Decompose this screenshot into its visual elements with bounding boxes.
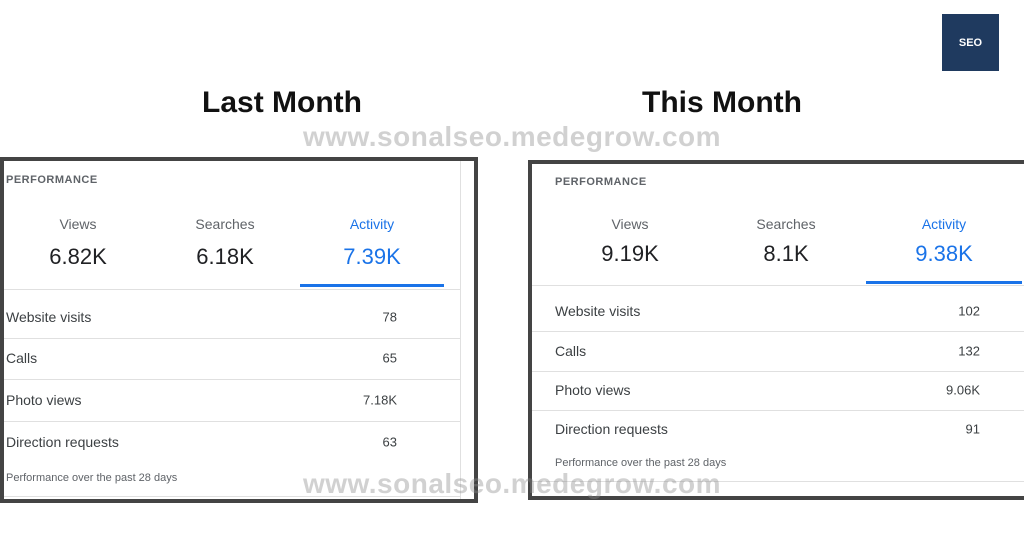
row-label: Photo views [555,382,631,398]
row-label: Direction requests [6,434,119,450]
row-value: 65 [382,350,397,366]
divider [532,481,1024,482]
row-divider [4,421,460,422]
watermark: www.sonalseo.medegrow.com [302,121,722,152]
panel-edge [460,161,461,499]
row-value: 91 [965,421,980,437]
tab-label[interactable]: Activity [349,216,395,232]
divider [4,496,460,497]
tab-value[interactable]: 8.1K [763,241,809,266]
performance-panel: PERFORMANCE Views 6.82K Searches 6.18K Activi… [0,157,478,503]
row-label: Website visits [555,303,641,319]
row-value: 9.06K [946,382,980,398]
panel-footer: Performance over the past 28 days [6,472,178,484]
active-tab-indicator [300,284,444,287]
tab-value[interactable]: 6.18K [196,244,254,269]
row-label: Website visits [6,309,92,325]
row-divider [532,370,1024,372]
row-label: Photo views [6,392,82,408]
section-title: PERFORMANCE [555,176,647,188]
row-label: Direction requests [555,421,668,437]
divider [532,285,1024,286]
row-value: 63 [382,434,397,450]
tab-label[interactable]: Searches [195,216,255,232]
row-divider [532,409,1024,411]
section-title: PERFORMANCE [6,174,98,186]
panel-heading: This Month [642,86,802,119]
performance-panel: PERFORMANCE Views 9.19K Searches 8.1K Activit… [528,160,1024,500]
tab-value[interactable]: 6.82K [49,244,107,269]
tab-value[interactable]: 9.38K [915,241,973,266]
tab-label[interactable]: Views [59,216,97,232]
panel-heading: Last Month [202,86,362,119]
tab-value[interactable]: 9.19K [601,241,659,266]
tab-label[interactable]: Views [611,216,649,232]
tab-label[interactable]: Searches [756,216,816,232]
logo: SEO [942,14,999,71]
row-divider [532,331,1024,332]
panel-footer: Performance over the past 28 days [555,457,727,469]
row-divider [4,337,460,339]
row-value: 78 [382,309,397,325]
row-divider [4,379,460,380]
row-label: Calls [6,350,38,366]
watermark: www.sonalseo.medegrow.com [302,468,722,499]
row-value: 132 [958,343,980,359]
divider [4,289,460,290]
row-label: Calls [555,343,587,359]
tab-label[interactable]: Activity [921,216,967,232]
row-value: 7.18K [363,392,397,408]
tab-value[interactable]: 7.39K [343,244,401,269]
row-value: 102 [958,303,980,319]
active-tab-indicator [866,281,1022,284]
